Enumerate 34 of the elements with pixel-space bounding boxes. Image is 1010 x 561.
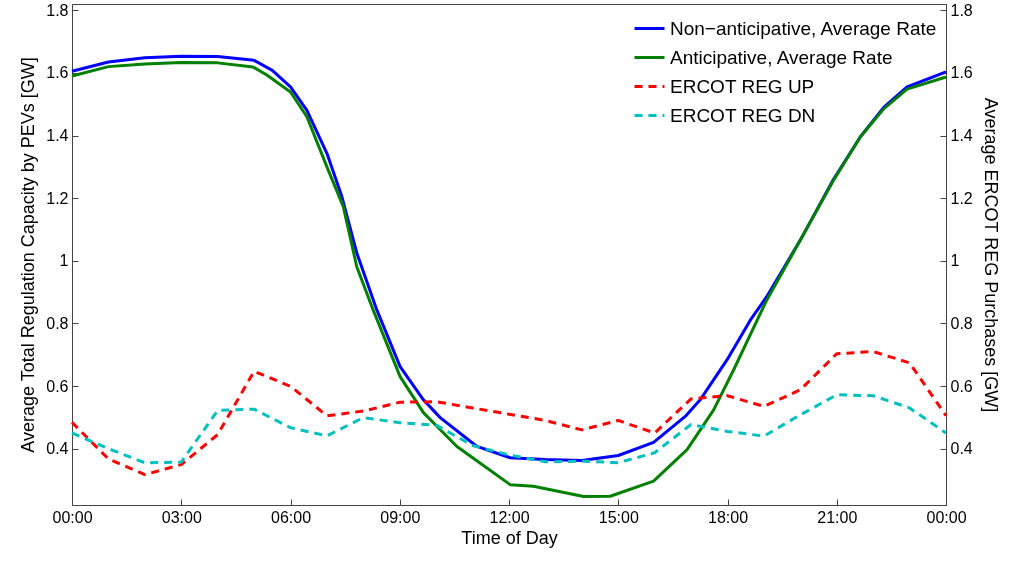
x-tick-label: 21:00 [817, 508, 858, 526]
y2-tick-label: 1 [950, 252, 960, 270]
y-tick-label: 0.6 [46, 377, 69, 395]
y2-axis-title: Average ERCOT REG Purchases [GW] [980, 97, 1001, 413]
y2-tick-label: 1.6 [950, 64, 973, 82]
y2-tick-label: 0.6 [950, 377, 973, 395]
legend-label: ERCOT REG UP [670, 75, 815, 97]
x-tick-label: 15:00 [598, 508, 639, 526]
line-series [70, 393, 948, 465]
y-tick-label: 1 [59, 252, 69, 270]
y2-tick-label: 0.4 [950, 440, 973, 458]
y-tick-label: 1.2 [46, 189, 69, 207]
x-tick-label: 03:00 [161, 508, 202, 526]
x-tick-label: 12:00 [489, 508, 530, 526]
legend-label: Anticipative, Average Rate [670, 46, 893, 68]
y-axis-title: Average Total Regulation Capacity by PEVs [GW] [18, 57, 39, 453]
x-tick-label: 06:00 [270, 508, 312, 526]
y-tick-label: 0.8 [46, 314, 69, 332]
legend-label: Non−anticipative, Average Rate [670, 17, 937, 39]
line-series [70, 350, 948, 477]
y2-tick-label: 1.4 [950, 127, 973, 145]
y-tick-label: 1.8 [46, 1, 69, 19]
y-tick-label: 0.4 [46, 440, 69, 458]
y2-tick-label: 0.8 [950, 314, 973, 332]
y2-tick-label: 1.2 [950, 189, 973, 207]
legend-label: ERCOT REG DN [670, 104, 816, 126]
y-tick-label: 1.4 [46, 127, 69, 145]
x-axis-title: Time of Day [461, 527, 558, 548]
x-tick-label: 09:00 [380, 508, 421, 526]
x-tick-label: 00:00 [52, 508, 93, 526]
y2-tick-label: 1.8 [950, 1, 973, 19]
x-tick-label: 00:00 [926, 508, 967, 526]
y-tick-label: 1.6 [46, 64, 69, 82]
x-tick-label: 18:00 [707, 508, 749, 526]
